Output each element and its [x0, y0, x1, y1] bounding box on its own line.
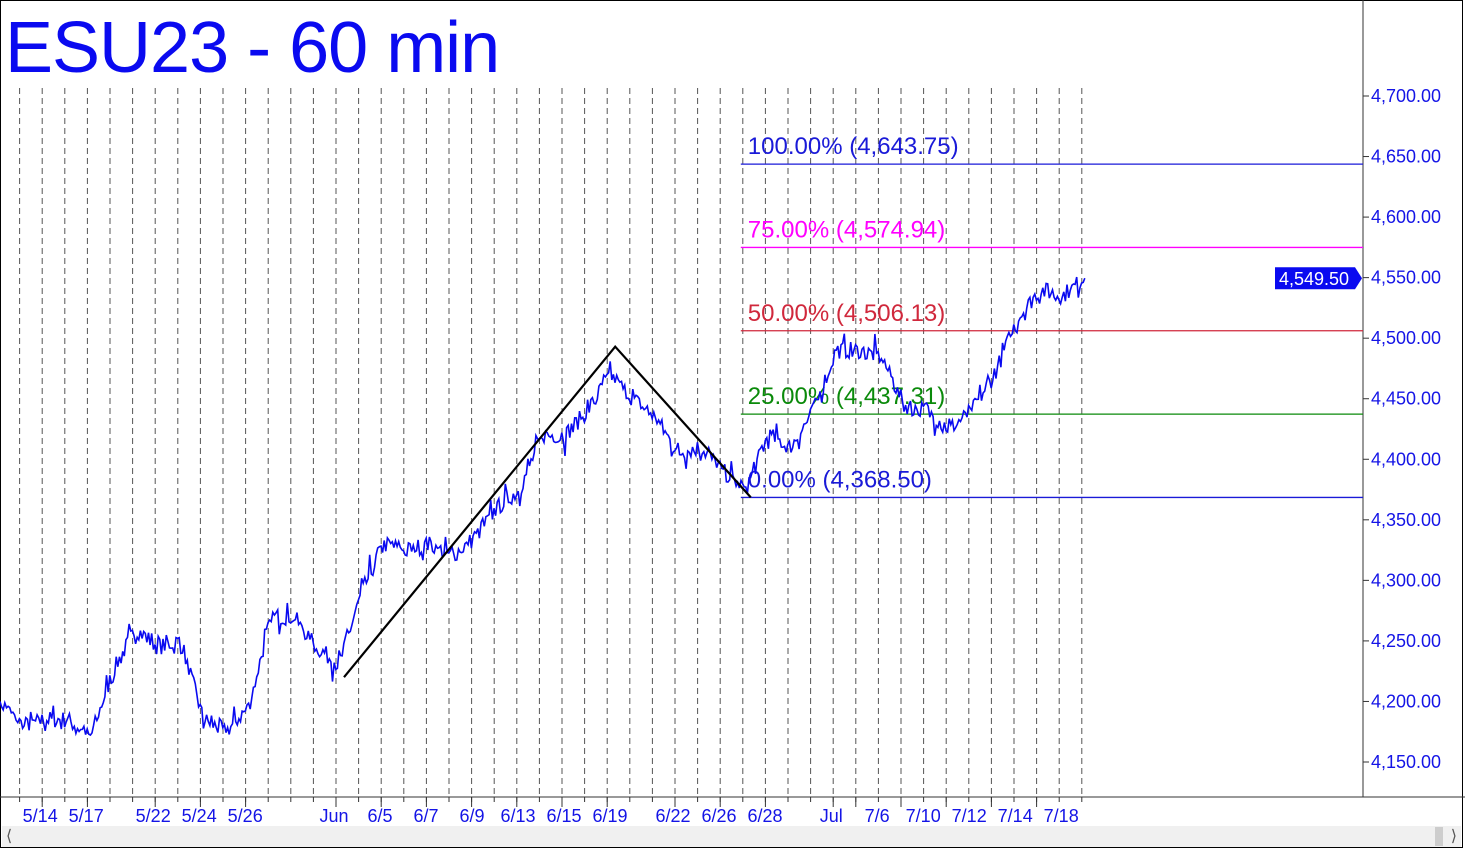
price-tick-label: 4,200.00: [1371, 691, 1441, 711]
time-tick-label: 6/9: [459, 806, 484, 826]
last-price-marker: [1275, 267, 1362, 290]
price-tick-label: 4,450.00: [1371, 389, 1441, 409]
price-chart[interactable]: 4,700.00 4,650.00 4,600.00 4,550.00 4,500.00…: [0, 0, 1465, 826]
chart-title: ESU23 - 60 min: [5, 8, 500, 88]
fib-level-label: 50.00% (4,506.13): [748, 300, 945, 327]
time-tick-label: 5/14: [23, 806, 58, 826]
fib-level-label: 0.00% (4,368.50): [748, 466, 932, 493]
scroll-right-icon[interactable]: ⟩: [1450, 828, 1457, 845]
time-tick-label: 6/28: [747, 806, 782, 826]
time-tick-label: 5/24: [182, 806, 217, 826]
swing-zigzag-line: [343, 344, 752, 678]
time-tick-label: 7/14: [998, 806, 1033, 826]
last-price-label: 4,549.50: [1279, 269, 1349, 289]
price-tick-label: 4,350.00: [1371, 510, 1441, 530]
time-tick-label: 6/15: [546, 806, 581, 826]
scrollbar-thumb[interactable]: [1435, 827, 1443, 846]
price-tick-label: 4,650.00: [1371, 147, 1441, 167]
fib-level-label: 25.00% (4,437.31): [748, 383, 945, 410]
scroll-left-icon[interactable]: ⟨: [6, 828, 13, 845]
time-tick-label: 5/17: [69, 806, 104, 826]
price-tick-label: 4,500.00: [1371, 328, 1441, 348]
time-tick-label: 7/6: [865, 806, 890, 826]
horizontal-scrollbar[interactable]: ⟨ ⟩: [2, 826, 1461, 847]
price-tick-label: 4,700.00: [1371, 86, 1441, 106]
price-tick-label: 4,250.00: [1371, 631, 1441, 651]
time-tick-label: 6/19: [592, 806, 627, 826]
price-tick-label: 4,150.00: [1371, 752, 1441, 772]
time-tick-label: 5/22: [136, 806, 171, 826]
time-tick-label: 7/18: [1044, 806, 1079, 826]
time-tick-label: Jul: [820, 806, 843, 826]
time-tick-label: 7/12: [952, 806, 987, 826]
time-tick-label: Jun: [319, 806, 348, 826]
time-tick-label: 5/26: [228, 806, 263, 826]
time-tick-label: 6/5: [367, 806, 392, 826]
price-tick-label: 4,400.00: [1371, 449, 1441, 469]
time-tick-label: 7/10: [906, 806, 941, 826]
time-tick-label: 6/13: [500, 806, 535, 826]
fib-level-label: 75.00% (4,574.94): [748, 216, 945, 243]
time-tick-label: 6/7: [413, 806, 438, 826]
price-tick-label: 4,600.00: [1371, 207, 1441, 227]
price-tick-label: 4,300.00: [1371, 570, 1441, 590]
fib-level-label: 100.00% (4,643.75): [748, 133, 959, 160]
time-tick-label: 6/26: [701, 806, 736, 826]
price-tick-label: 4,550.00: [1371, 268, 1441, 288]
time-tick-label: 6/22: [655, 806, 690, 826]
price-series-line: [0, 276, 1086, 737]
